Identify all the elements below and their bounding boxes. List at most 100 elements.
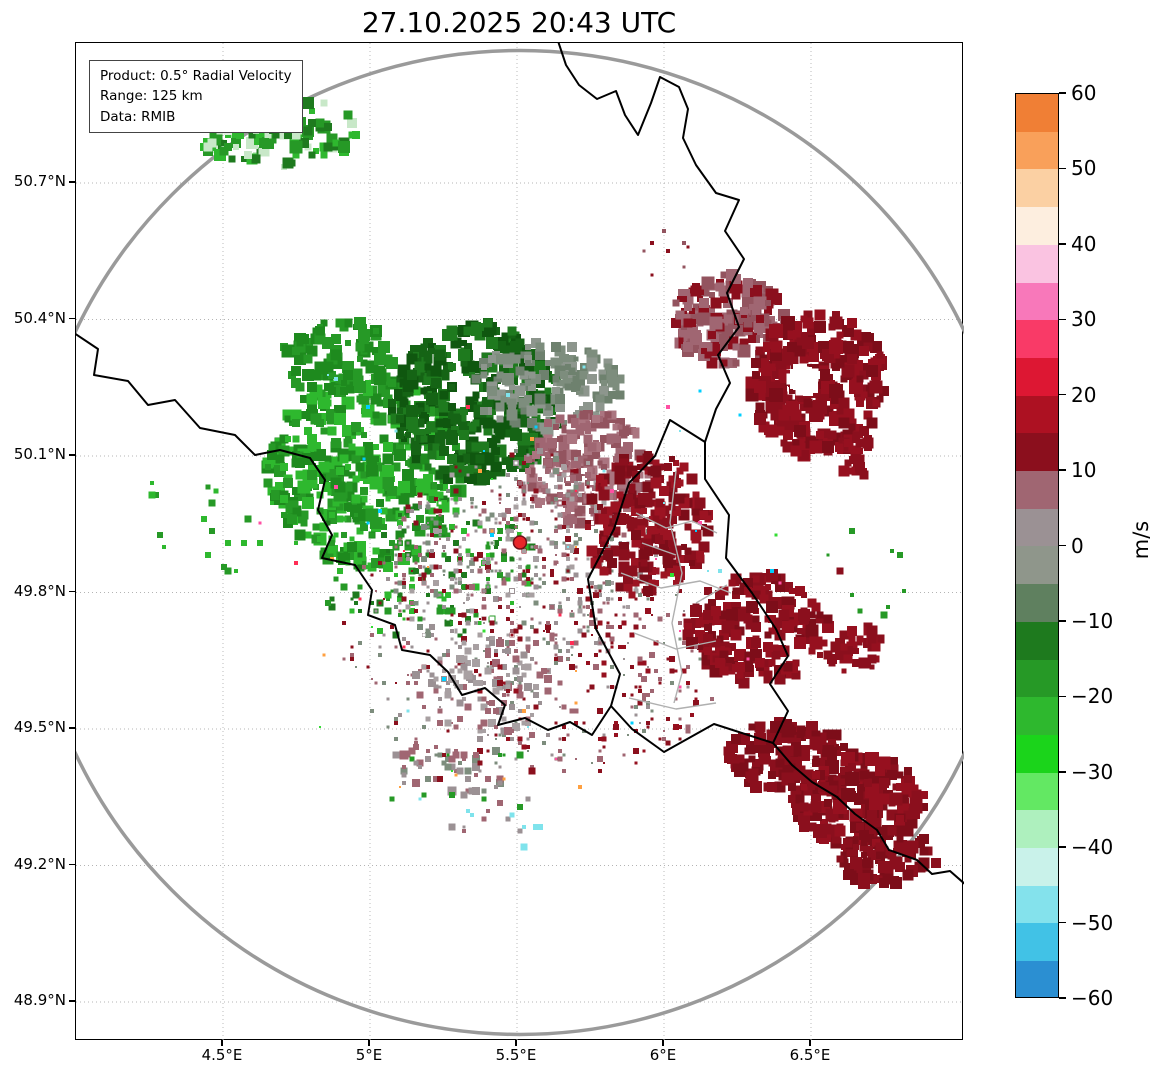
colorbar-band bbox=[1016, 621, 1058, 660]
colorbar-tick-mark bbox=[1059, 243, 1066, 245]
x-tick-mark bbox=[221, 1040, 223, 1046]
colorbar-band bbox=[1016, 546, 1058, 585]
colorbar-band bbox=[1016, 508, 1058, 547]
colorbar-band bbox=[1016, 320, 1058, 358]
radar-echoes bbox=[148, 91, 941, 889]
colorbar-band bbox=[1016, 471, 1058, 509]
y-tick-mark bbox=[69, 181, 75, 183]
echo-cluster-ne-mauve-red-upper bbox=[671, 269, 790, 369]
echo-cluster-ne-red-hole bbox=[786, 364, 820, 396]
colorbar-tick-label: 30 bbox=[1071, 307, 1097, 332]
echo-cluster-n-specks bbox=[642, 229, 690, 277]
y-tick-label: 49.5°N bbox=[13, 718, 66, 736]
colorbar-band bbox=[1016, 433, 1058, 472]
x-tick-mark bbox=[662, 1040, 664, 1046]
range-ring bbox=[76, 48, 964, 1037]
info-source-line: Data: RMIB bbox=[100, 108, 176, 125]
colorbar-tick-mark bbox=[1059, 620, 1066, 622]
colorbar-band bbox=[1016, 810, 1058, 849]
colorbar-band bbox=[1016, 395, 1058, 434]
colorbar-tick-mark bbox=[1059, 469, 1066, 471]
colorbar-band bbox=[1016, 697, 1058, 735]
echo-cluster-far-south-bits bbox=[389, 736, 536, 831]
colorbar-band bbox=[1016, 961, 1058, 997]
y-tick-mark bbox=[69, 727, 75, 729]
colorbar-band bbox=[1016, 772, 1058, 811]
y-tick-mark bbox=[69, 863, 75, 866]
colorbar-tick-mark bbox=[1059, 997, 1066, 999]
y-tick-label: 50.1°N bbox=[13, 445, 66, 463]
colorbar-tick-mark bbox=[1059, 318, 1066, 320]
x-tick-mark bbox=[809, 1040, 811, 1046]
colorbar-tick-mark bbox=[1059, 921, 1066, 924]
colorbar-band bbox=[1016, 169, 1058, 208]
colorbar-tick-mark bbox=[1059, 92, 1066, 94]
colorbar-tick-mark bbox=[1059, 167, 1066, 170]
colorbar-tick-label: −20 bbox=[1071, 684, 1114, 709]
x-tick-mark bbox=[368, 1040, 370, 1046]
y-tick-mark bbox=[69, 1000, 75, 1002]
colorbar-band bbox=[1016, 734, 1058, 773]
colorbar-band bbox=[1016, 584, 1058, 622]
colorbar-unit-label: m/s bbox=[1129, 520, 1154, 560]
colorbar-band bbox=[1016, 94, 1058, 132]
colorbar bbox=[1015, 93, 1059, 998]
y-tick-label: 50.7°N bbox=[13, 172, 66, 190]
echo-cluster-e-red-small-1 bbox=[836, 431, 874, 480]
colorbar-band bbox=[1016, 885, 1058, 924]
y-tick-mark bbox=[69, 317, 75, 320]
colorbar-tick-mark bbox=[1059, 393, 1066, 396]
colorbar-tick-label: −30 bbox=[1071, 759, 1114, 784]
region-borders bbox=[620, 470, 732, 710]
colorbar-tick-label: −50 bbox=[1071, 910, 1114, 935]
y-tick-mark bbox=[69, 454, 75, 456]
colorbar-tick-label: 0 bbox=[1071, 533, 1084, 558]
echo-cluster-east-red-dense bbox=[585, 451, 714, 599]
info-product-line: Product: 0.5° Radial Velocity bbox=[100, 68, 292, 84]
colorbar-band bbox=[1016, 282, 1058, 321]
echo-cluster-e-red-mid bbox=[682, 569, 834, 689]
echo-cluster-e-red-small-2 bbox=[823, 622, 885, 674]
echo-cluster-color-noise bbox=[258, 365, 782, 813]
y-tick-label: 49.8°N bbox=[13, 581, 66, 600]
radar-site-marker bbox=[512, 535, 528, 550]
map-canvas bbox=[76, 43, 964, 1041]
echo-cluster-south-red-speckle bbox=[477, 601, 714, 765]
x-tick-label: 4.5°E bbox=[201, 1046, 243, 1064]
echo-cluster-s-specks bbox=[462, 809, 543, 851]
colorbar-tick-mark bbox=[1059, 771, 1066, 773]
colorbar-tick-label: 10 bbox=[1071, 458, 1097, 483]
y-tick-label: 49.2°N bbox=[13, 854, 66, 873]
colorbar-band bbox=[1016, 659, 1058, 698]
country-borders bbox=[76, 43, 964, 885]
echo-cluster-se-red-band-3 bbox=[836, 825, 941, 889]
colorbar-band bbox=[1016, 207, 1058, 245]
colorbar-tick-label: 50 bbox=[1071, 156, 1097, 181]
x-tick-label: 5°E bbox=[355, 1046, 383, 1064]
colorbar-tick-label: −10 bbox=[1071, 608, 1114, 633]
map-plot: Product: 0.5° Radial Velocity Range: 125… bbox=[75, 42, 964, 1041]
colorbar-band bbox=[1016, 131, 1058, 170]
y-tick-label: 50.4°N bbox=[13, 308, 66, 327]
echo-cluster-south-gray-bits bbox=[392, 741, 504, 799]
echo-cluster-west-scattered-green bbox=[148, 481, 298, 575]
colorbar-band bbox=[1016, 357, 1058, 396]
y-tick-mark bbox=[69, 590, 75, 593]
x-tick-label: 6°E bbox=[649, 1046, 677, 1064]
echo-cluster-central-speckle-sparse bbox=[342, 482, 710, 773]
colorbar-tick-label: 60 bbox=[1071, 81, 1097, 105]
colorbar-tick-label: −40 bbox=[1071, 835, 1114, 860]
info-range-line: Range: 125 km bbox=[100, 88, 203, 105]
x-tick-label: 6.5°E bbox=[789, 1046, 831, 1064]
colorbar-tick-mark bbox=[1059, 544, 1066, 547]
colorbar-tick-mark bbox=[1059, 846, 1066, 848]
colorbar-band bbox=[1016, 848, 1058, 886]
x-tick-mark bbox=[515, 1040, 517, 1046]
echo-cluster-central-speckle-dense bbox=[393, 448, 659, 682]
echo-cluster-e-specks bbox=[826, 528, 906, 619]
y-tick-label: 48.9°N bbox=[13, 991, 66, 1009]
product-info-box: Product: 0.5° Radial Velocity Range: 125… bbox=[89, 60, 303, 133]
x-tick-label: 5.5°E bbox=[495, 1046, 537, 1064]
colorbar-bands bbox=[1016, 94, 1058, 997]
